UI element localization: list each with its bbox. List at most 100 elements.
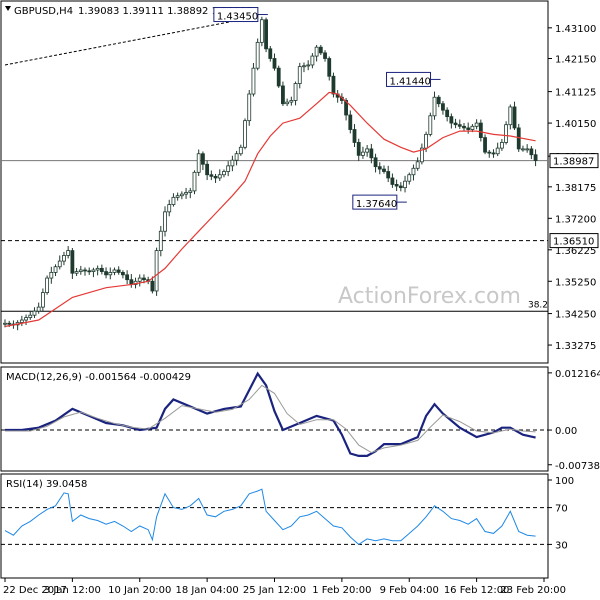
trendline [4,16,258,66]
candle-body [297,66,302,84]
candle-body [205,163,210,176]
candle-body [40,292,45,308]
support-level-label: 1.36510 [553,237,594,248]
candle-body [238,146,243,155]
candle-body [529,148,534,156]
candle-body [112,269,117,273]
candle-body [411,167,416,176]
macd-series-macd [5,371,536,457]
candle-body [62,255,66,262]
candle-body [222,171,226,176]
price-tick-label: 1.43100 [555,24,596,35]
x-tick-label: 22 Dec 2017 [3,585,67,596]
candle-body [302,65,306,68]
rsi-label: RSI(14) 39.0458 [6,479,87,490]
price-tick-label: 1.37200 [555,214,596,225]
candle-body [7,322,12,325]
candle-body [3,322,7,325]
candle-body [356,142,361,156]
candle-body [369,148,374,159]
candle-body [125,274,130,281]
candle-body [377,166,382,170]
candle-body [436,96,441,105]
candle-body [521,148,525,151]
macd-tick-label: 0.012164 [555,369,600,380]
candle-body [348,114,353,130]
rsi-tick-label: 70 [555,504,568,515]
price-panel-frame [0,0,549,364]
candle-body [487,151,492,154]
candle-body [104,271,108,276]
rsi-series-line [4,488,536,546]
candle-body [45,277,50,293]
x-tick-label: 1 Feb 20:00 [312,585,371,596]
price-tick-label: 1.35250 [555,277,596,288]
candle-body [281,85,285,105]
candle-body [483,137,487,153]
candle-body [49,272,54,279]
candle-body [306,64,311,67]
candle-body [499,142,504,149]
candle-body [53,266,58,273]
x-tick-label: 3 Jan 12:00 [44,585,101,596]
macd-panel: MACD(12,26,9) -0.001564 -0.000429 0.0121… [0,366,600,472]
candle-body [264,19,268,50]
candle-body [386,171,391,179]
candle-body [323,52,327,59]
candle-body [289,100,294,103]
candle-body [285,101,290,105]
candle-body [158,230,163,252]
candle-body [398,185,403,189]
candle-body [175,195,180,198]
support-level-box [549,233,599,249]
candle-body [121,272,125,276]
candle-body [66,250,71,256]
price-panel: GBPUSD,H4 1.39083 1.39111 1.38892 1.3898… [0,0,599,364]
candle-body [525,148,530,151]
price-tick-label: 1.38175 [555,183,596,194]
price-tick-label: 1.41125 [555,88,596,99]
candle-body [201,153,205,165]
candle-body [462,125,466,129]
current-price-label: 1.38987 [553,157,594,168]
price-tick-label: 1.42150 [555,55,596,66]
candle-body [516,127,521,150]
moving-average-line [4,91,536,328]
macd-tick-label: 0.00 [555,426,577,437]
annotation-label: 1.41440 [390,76,431,87]
candle-body [163,211,167,232]
candle-body [179,193,184,197]
candle-body [255,41,260,69]
annotation-label: 1.43450 [217,12,258,23]
candle-body [150,280,155,292]
candle-body [318,46,323,54]
candle-body [478,122,483,139]
x-tick-label: 9 Feb 04:00 [380,585,439,596]
candle-body [74,271,79,274]
candle-body [293,83,298,101]
price-header-values: 1.39083 1.39111 1.38892 1.38987 [78,6,253,17]
candle-body [331,75,336,95]
price-tick-label: 1.34250 [555,310,596,321]
candle-body [57,260,62,268]
candle-body [508,106,513,126]
rsi-panel: RSI(14) 39.0458 100 70 30 [0,473,574,579]
candle-body [424,133,428,149]
candle-body [83,269,87,272]
candle-body [432,96,437,117]
candle-body [247,93,252,122]
candle-body [234,153,239,161]
candle-body [108,272,113,276]
candle-body [19,319,24,323]
price-tick-label: 1.40150 [555,119,596,130]
x-tick-label: 10 Jan 20:00 [108,585,171,596]
candle-body [449,116,454,124]
candle-body [99,267,104,272]
candle-body [344,100,348,116]
candle-body [184,192,188,195]
dropdown-triangle-icon[interactable] [5,6,11,11]
annotation-label: 1.37640 [356,199,397,210]
candle-body [457,124,462,127]
candle-body [167,204,172,213]
